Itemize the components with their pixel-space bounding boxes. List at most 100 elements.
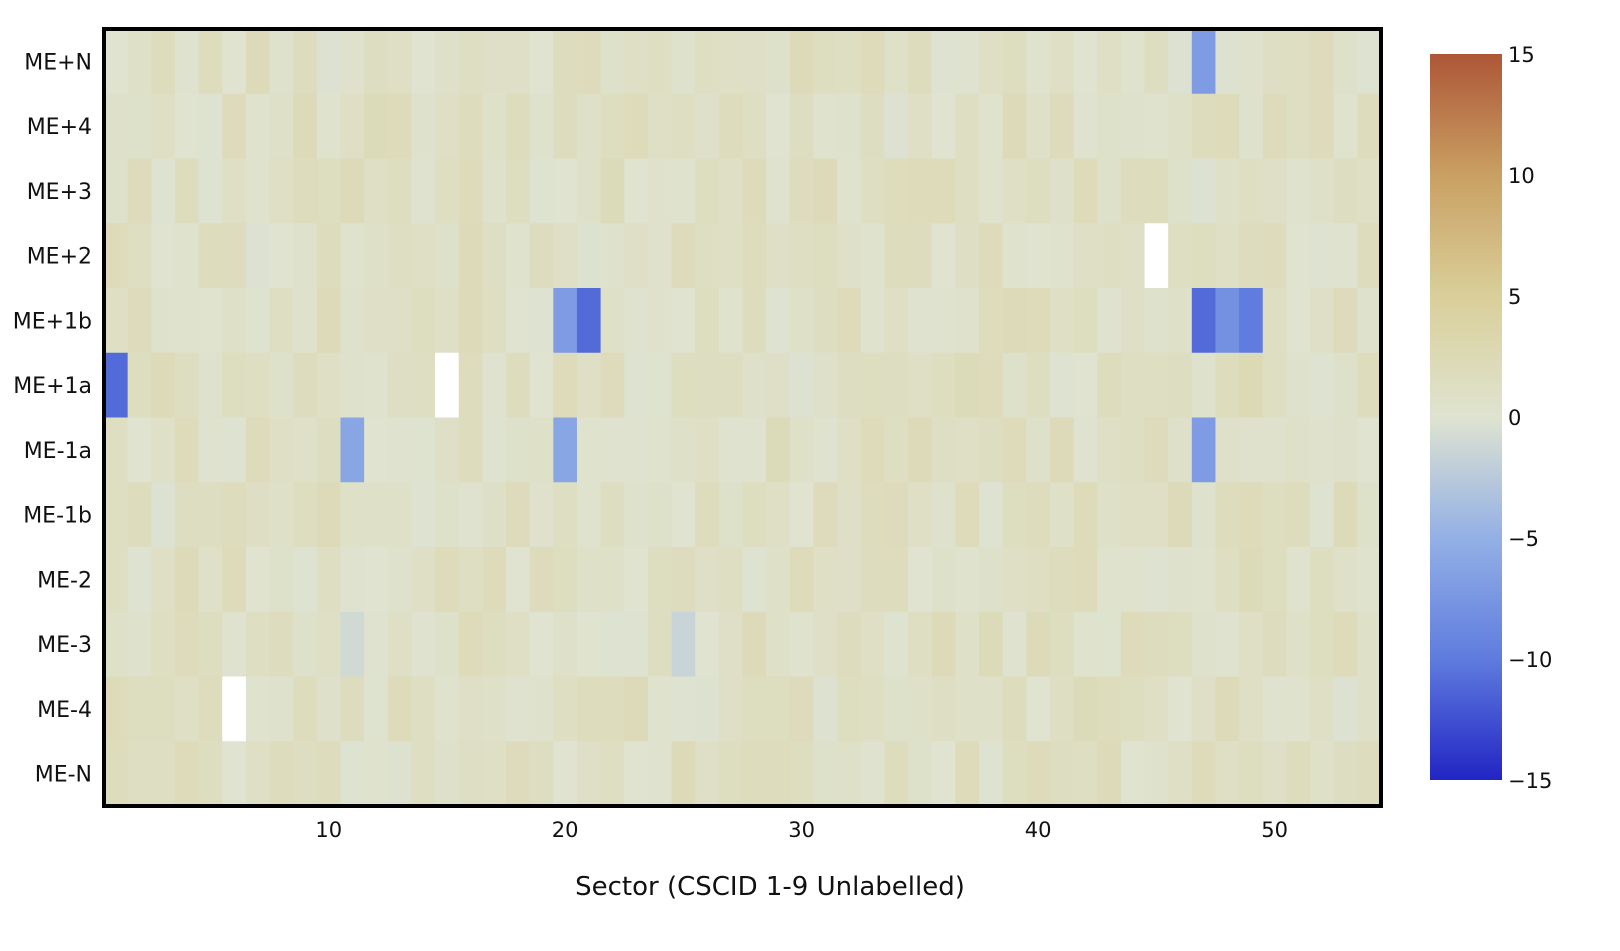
heatmap-cell [293,482,318,548]
heatmap-cell [529,288,554,354]
heatmap-cell [576,223,602,289]
heatmap-cell [1239,482,1264,548]
heatmap-cell [245,288,271,354]
heatmap-cell [600,352,625,419]
heatmap-cell [198,158,223,224]
heatmap-cell [1097,29,1122,95]
heatmap-cell [1073,482,1098,548]
heatmap-cell [837,29,862,95]
heatmap-cell [624,417,649,483]
x-tick-label: 10 [315,818,342,842]
heatmap-cell [1073,741,1098,807]
heatmap-cell [104,611,129,678]
heatmap-cell [340,29,365,95]
heatmap-cell [860,158,885,224]
heatmap-cell [718,352,744,419]
heatmap-cell [1049,676,1075,742]
heatmap-cell [931,158,956,224]
heatmap-cell [127,352,152,419]
heatmap-cell [908,29,933,95]
heatmap-cell [340,676,365,742]
heatmap-cell [884,93,909,160]
heatmap-cell [908,93,933,160]
heatmap-cell [174,288,200,354]
heatmap-cell [1262,611,1288,678]
heatmap-cell [222,611,247,678]
heatmap-cell [1286,676,1311,742]
heatmap-cell [104,741,129,807]
heatmap-cell [884,676,909,742]
heatmap-cell [198,417,223,483]
heatmap-cell [529,741,554,807]
heatmap-cell [884,158,909,224]
heatmap-cell [1310,611,1335,678]
heatmap-cell [222,547,247,613]
heatmap-cell [411,676,436,742]
row-label: ME+4 [27,115,92,140]
row-label: ME+N [24,50,92,75]
heatmap-cell [742,29,767,95]
heatmap-cell [340,288,365,354]
heatmap-cell [435,158,460,224]
heatmap-cell [482,741,507,807]
heatmap-cell [1286,29,1311,95]
heatmap-cell [1310,288,1335,354]
heatmap-cell [387,288,413,354]
heatmap-cell [1333,741,1358,807]
heatmap-cell [1026,158,1051,224]
heatmap-cell [1286,93,1311,160]
heatmap-cell [576,417,602,483]
heatmap-cell [506,611,531,678]
row-label: ME+1b [13,309,92,334]
heatmap-cell [1049,547,1075,613]
heatmap-cell [789,223,815,289]
heatmap-cell [1073,417,1098,483]
heatmap-cell [1002,482,1027,548]
heatmap-cell [411,741,436,807]
heatmap-cell [1002,417,1027,483]
heatmap-cell [529,352,554,419]
heatmap-cell [553,417,578,483]
heatmap-cell [104,223,129,289]
heatmap-cell [1262,29,1288,95]
heatmap-cell [104,352,129,419]
heatmap-cell [1191,547,1217,613]
heatmap-cell [1120,223,1146,289]
heatmap-cell [316,223,342,289]
heatmap-cell [1262,741,1288,807]
plot-frame [102,27,1383,808]
heatmap-cell [647,482,673,548]
heatmap-cell [931,611,956,678]
heatmap-cell [813,93,838,160]
heatmap-cell [1026,93,1051,160]
heatmap-cell [1262,676,1288,742]
heatmap-cell [482,93,507,160]
heatmap-cell [269,223,294,289]
heatmap-cell [1239,158,1264,224]
heatmap-cell [837,741,862,807]
heatmap-cell [1049,158,1075,224]
heatmap-cell [458,611,483,678]
heatmap-cell [1144,352,1169,419]
heatmap-cell [269,288,294,354]
heatmap-cell [245,223,271,289]
heatmap-cell [1097,158,1122,224]
heatmap-cell [766,547,791,613]
heatmap-cell [553,611,578,678]
heatmap-cell [766,611,791,678]
heatmap-cell [1239,611,1264,678]
heatmap-cell [1097,676,1122,742]
heatmap-cell [151,288,176,354]
heatmap-cell [387,158,413,224]
heatmap-cell [198,547,223,613]
heatmap-cell [860,676,885,742]
x-tick-label: 40 [1025,818,1052,842]
heatmap-cell [1026,741,1051,807]
heatmap-cell [671,676,696,742]
heatmap-cell [1357,352,1382,419]
heatmap-cell [435,547,460,613]
heatmap-cell [860,352,885,419]
heatmap-cell [766,352,791,419]
heatmap-cell [293,288,318,354]
heatmap-cell [458,482,483,548]
